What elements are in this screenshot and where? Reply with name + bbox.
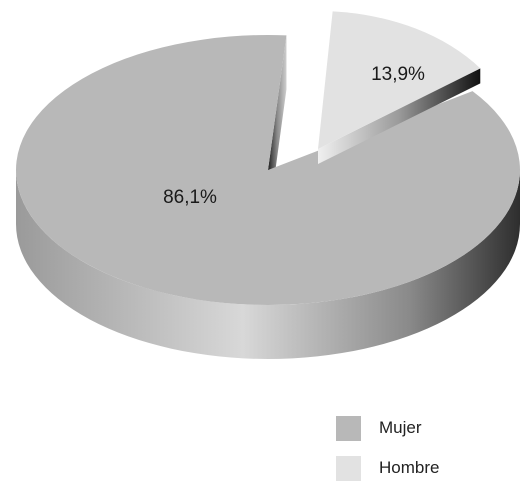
legend-label-mujer: Mujer	[379, 418, 422, 437]
data-label-hombre: 13,9%	[371, 64, 425, 85]
slice-mujer-side	[16, 170, 520, 359]
slice-mujer-top	[16, 35, 520, 305]
legend-swatch-hombre	[336, 455, 361, 481]
legend-item-mujer: Mujer	[336, 408, 439, 448]
legend-label-hombre: Hombre	[379, 458, 440, 477]
legend: Mujer Hombre	[336, 408, 439, 488]
slice-hombre-wall	[318, 68, 481, 164]
legend-item-hombre: Hombre	[336, 448, 439, 488]
data-label-mujer: 86,1%	[163, 187, 217, 208]
legend-swatch-mujer	[336, 415, 361, 441]
slice-hombre-top	[318, 11, 481, 149]
pie-chart: 86,1% 13,9%	[16, 11, 520, 359]
